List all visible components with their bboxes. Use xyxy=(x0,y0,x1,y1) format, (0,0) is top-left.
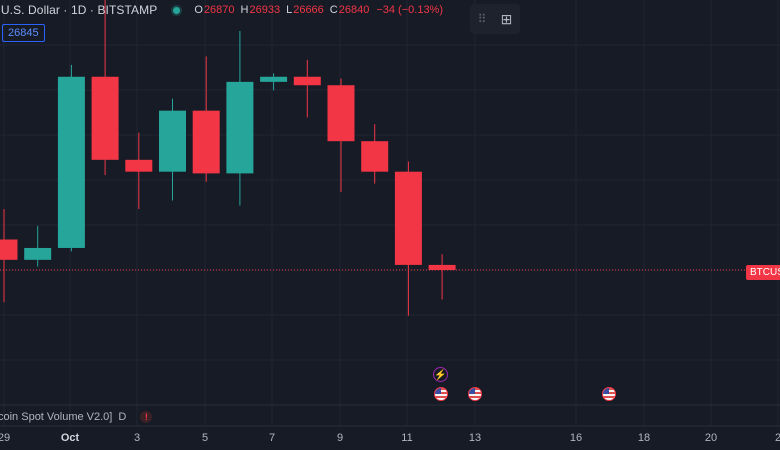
x-tick-label: 20 xyxy=(704,432,718,444)
candle[interactable] xyxy=(327,78,355,193)
candle-body xyxy=(57,76,85,248)
x-tick-label: 2 xyxy=(774,432,780,444)
candle-body xyxy=(159,110,186,172)
candle[interactable] xyxy=(125,132,153,209)
candle[interactable] xyxy=(394,161,422,316)
candle[interactable] xyxy=(57,64,85,252)
exclamation-warning-icon[interactable]: ! xyxy=(140,411,153,423)
candle-body xyxy=(293,76,321,86)
x-tick-label: 18 xyxy=(637,432,651,444)
x-tick-label: 5 xyxy=(201,432,209,444)
us-flag-event-icon[interactable] xyxy=(468,387,482,401)
us-flag-event-icon[interactable] xyxy=(434,387,448,401)
candle[interactable] xyxy=(24,225,52,267)
open-value: 26870 xyxy=(203,4,235,16)
indicator-name[interactable]: coin Spot Volume V2.0] xyxy=(0,411,113,423)
chart-tool-panel[interactable]: ⠿ ⊞ xyxy=(470,4,520,34)
x-tick-label: 16 xyxy=(569,432,583,444)
chart-grid xyxy=(0,0,780,426)
candle[interactable] xyxy=(226,31,254,206)
x-tick-label: 9 xyxy=(336,432,344,444)
x-tick-label: 29 xyxy=(0,432,11,444)
x-tick-label: 13 xyxy=(468,432,482,444)
us-flag-event-icon[interactable] xyxy=(602,387,616,401)
candle[interactable] xyxy=(0,208,18,303)
green-status-dot-icon xyxy=(173,6,181,14)
indicator-timeframe: D xyxy=(118,411,127,423)
candle-body xyxy=(327,85,355,142)
candle[interactable] xyxy=(192,56,220,182)
candle-body xyxy=(394,171,422,265)
x-tick-label: Oct xyxy=(60,432,80,444)
ohlc-values: O26870 H26933 L26666 C26840 −34 (−0.13%) xyxy=(194,4,443,16)
drag-grip-icon[interactable]: ⠿ xyxy=(477,12,487,26)
layout-grid-icon[interactable]: ⊞ xyxy=(500,10,513,27)
candle[interactable] xyxy=(91,0,119,176)
change-value: −34 (−0.13%) xyxy=(376,4,443,16)
x-tick-label: 11 xyxy=(401,432,413,444)
high-value: 26933 xyxy=(249,4,281,16)
candle-body xyxy=(428,264,456,270)
candle-body xyxy=(226,81,254,174)
candle-body xyxy=(24,247,52,260)
low-key: L xyxy=(286,4,293,16)
x-tick-label: 3 xyxy=(133,432,141,444)
open-key: O xyxy=(194,4,203,16)
candle-body xyxy=(125,159,153,172)
close-key: C xyxy=(329,4,338,16)
candle[interactable] xyxy=(260,73,288,91)
candle[interactable] xyxy=(428,254,456,300)
chart-header: / U.S. Dollar · 1D · BITSTAMP O26870 H26… xyxy=(0,3,443,17)
candle[interactable] xyxy=(293,59,321,118)
lightning-bolt-event-icon[interactable]: ⚡ xyxy=(433,367,448,382)
candles xyxy=(0,0,456,316)
high-key: H xyxy=(240,4,249,16)
candle-body xyxy=(0,239,18,260)
candle-body xyxy=(361,141,389,172)
x-tick-label: 7 xyxy=(268,432,276,444)
btcusd-price-label: BTCUSD xyxy=(746,265,780,280)
price-tag[interactable]: 26845 xyxy=(2,24,45,42)
candle-body xyxy=(192,110,220,174)
symbol-title[interactable]: / U.S. Dollar · 1D · BITSTAMP xyxy=(0,3,158,17)
low-value: 26666 xyxy=(293,4,324,16)
candle-body xyxy=(260,76,288,82)
close-value: 26840 xyxy=(338,4,370,16)
candle[interactable] xyxy=(159,98,186,201)
candle-body xyxy=(91,76,119,160)
indicator-legend: coin Spot Volume V2.0] D ! xyxy=(0,411,153,423)
candle[interactable] xyxy=(361,124,389,184)
